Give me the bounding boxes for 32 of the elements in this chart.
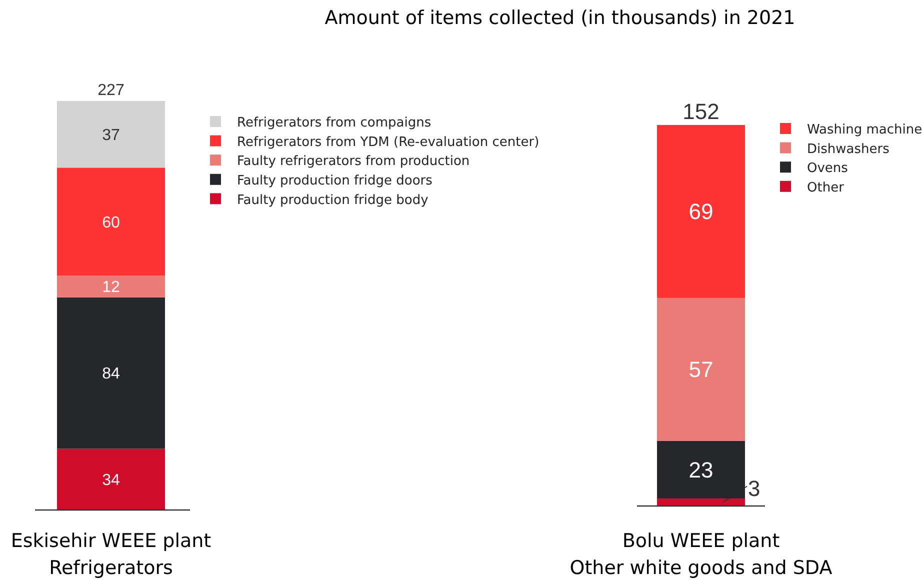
data-label: 37 (102, 126, 120, 144)
legend-label: Faulty production fridge doors (237, 173, 433, 188)
bar (57, 297, 165, 449)
data-label: 3 (748, 476, 760, 501)
bar (657, 498, 745, 506)
legend-label: Ovens (807, 161, 848, 176)
legend-label: Refrigerators from YDM (Re-evaluation center) (237, 134, 540, 150)
bar (57, 168, 165, 276)
legend-label: Faulty refrigerators from production (237, 154, 470, 170)
bar (57, 448, 165, 510)
bar (657, 440, 745, 498)
bar (657, 125, 745, 298)
legend-label: Washing machine (807, 122, 922, 138)
total-label: 152 (682, 99, 720, 124)
legend-label: Refrigerators from compaigns (237, 116, 432, 131)
data-label: 34 (102, 472, 120, 489)
legend-label: Dishwashers (807, 142, 890, 157)
data-label: 57 (688, 357, 714, 382)
bar (657, 298, 745, 441)
data-label: 12 (102, 279, 120, 296)
chart-title: Amount of items collected (in thousands) in 2021 (324, 7, 796, 29)
x-tick-label: Bolu WEEE plant Other white goods and SDA (570, 530, 832, 579)
data-label: 60 (102, 214, 120, 232)
x-tick-label: Eskisehir WEEE plant Refrigerators (10, 530, 212, 579)
legend-label: Other (807, 180, 845, 196)
legend-label: Faulty production fridge body (237, 192, 429, 208)
bar (57, 276, 165, 298)
total-label: 227 (98, 82, 124, 99)
data-label: 23 (688, 457, 714, 482)
bar (57, 101, 165, 168)
data-label: 84 (102, 366, 120, 383)
data-label: 69 (688, 199, 714, 224)
